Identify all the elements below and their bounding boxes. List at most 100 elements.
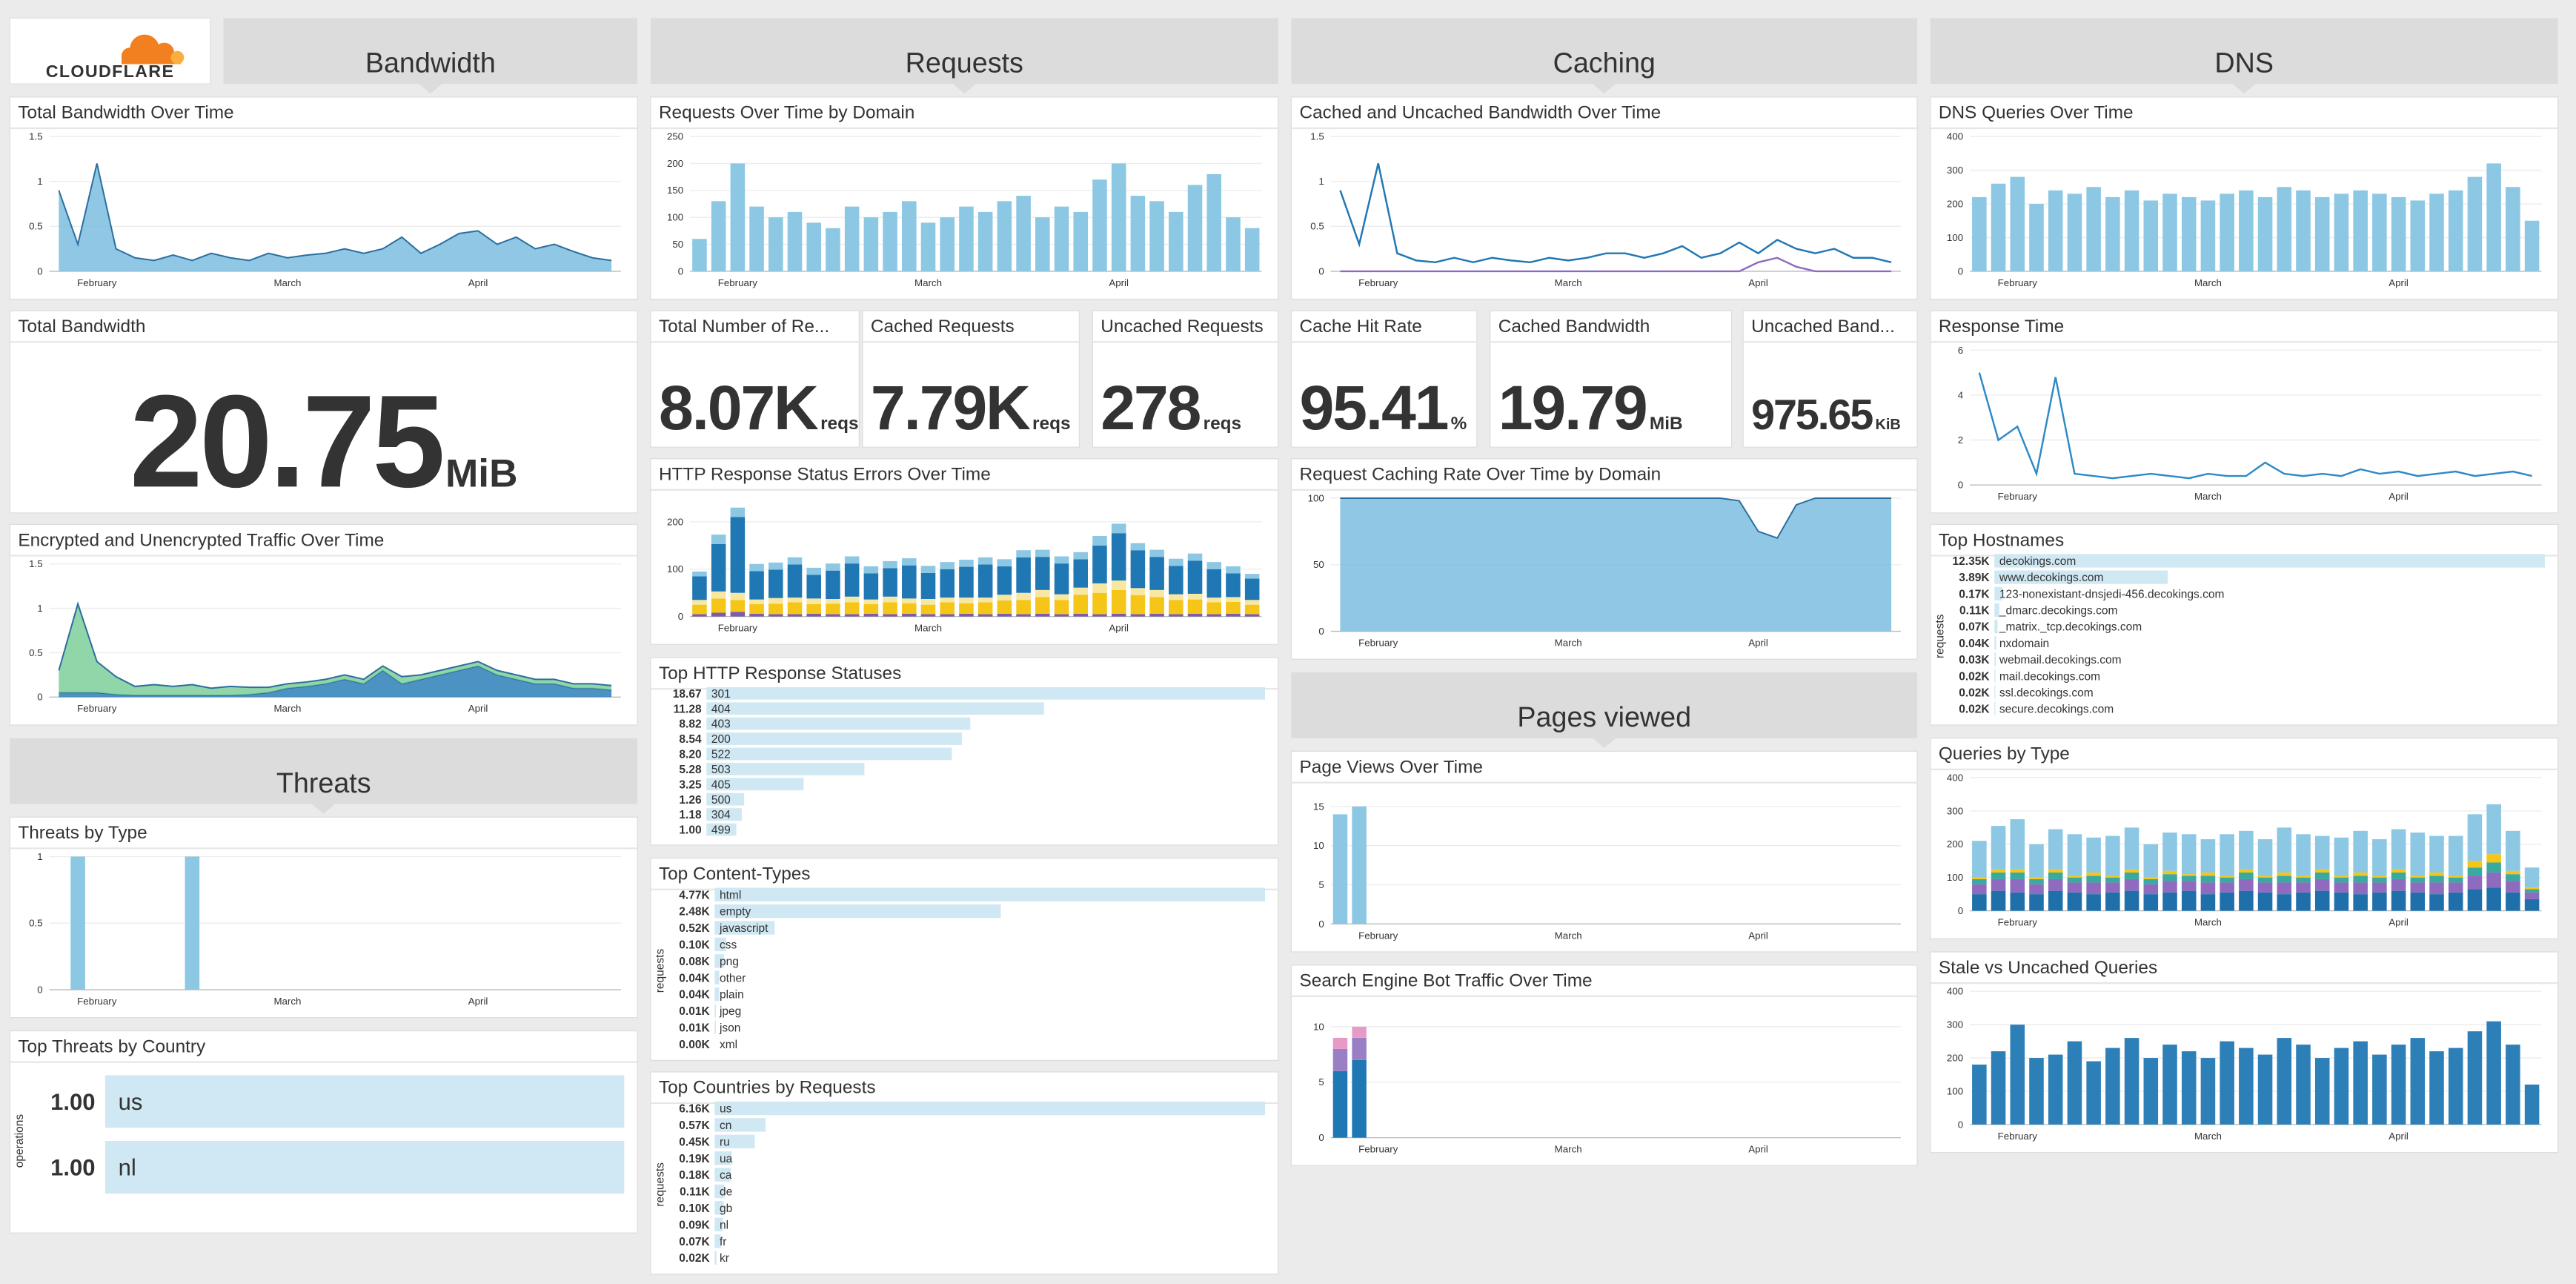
y-tick-label: 5	[1318, 1076, 1324, 1088]
bar	[2010, 869, 2025, 873]
widget-title: Top HTTP Response Statuses	[659, 663, 901, 684]
bar	[1130, 543, 1146, 551]
bar	[2048, 829, 2063, 870]
bar	[844, 614, 860, 617]
bar	[2448, 877, 2463, 883]
bar	[1054, 594, 1069, 600]
category-label: us	[720, 1103, 732, 1116]
bar	[2105, 196, 2120, 271]
widget-title: Search Engine Bot Traffic Over Time	[1300, 971, 1593, 991]
bar	[2143, 1058, 2159, 1125]
bar	[902, 603, 917, 614]
bar	[2220, 834, 2234, 876]
category-label: www.decokings.com	[1999, 572, 2104, 584]
stat-unit: KiB	[1876, 417, 1901, 433]
widget-title: Page Views Over Time	[1300, 757, 1483, 777]
bar	[1130, 595, 1146, 615]
bar	[1994, 620, 1998, 634]
x-tick-label: March	[273, 703, 301, 714]
bar	[749, 604, 764, 614]
bar	[997, 559, 1012, 566]
category-label: 405	[711, 778, 731, 791]
x-tick-label: April	[468, 703, 488, 714]
bar	[769, 598, 783, 604]
bar	[2314, 878, 2330, 891]
bar	[1206, 598, 1222, 603]
bar	[711, 543, 726, 592]
section-pointer	[312, 804, 336, 814]
bar	[1111, 580, 1126, 590]
widget-title: Requests Over Time by Domain	[659, 103, 914, 123]
bar	[2448, 882, 2463, 893]
bar	[104, 1141, 625, 1194]
bar	[883, 602, 897, 615]
bar	[1016, 550, 1031, 557]
bar	[2486, 1021, 2501, 1125]
value-label: 0.17K	[1959, 588, 1990, 600]
bar	[2143, 200, 2159, 271]
bar	[714, 1184, 725, 1199]
bar	[2410, 200, 2426, 271]
bar	[1226, 566, 1241, 574]
bar	[2467, 861, 2483, 868]
bar	[1187, 613, 1203, 617]
y-tick-label: 300	[1947, 1019, 1963, 1030]
x-tick-label: March	[2194, 491, 2222, 502]
bar	[2124, 190, 2140, 271]
bar	[844, 596, 860, 603]
category-label: png	[720, 956, 739, 968]
bar	[883, 568, 897, 597]
bar	[2257, 892, 2273, 911]
bar	[1073, 595, 1089, 614]
category-label: xml	[720, 1039, 737, 1051]
category-label: fr	[720, 1236, 726, 1248]
y-tick-label: 100	[667, 212, 683, 223]
bar	[1054, 614, 1069, 617]
bar	[2314, 1058, 2330, 1125]
section-title: Requests	[906, 47, 1023, 79]
bar	[863, 599, 879, 605]
line	[1340, 257, 1892, 273]
bar	[2448, 190, 2463, 271]
bar	[2010, 892, 2025, 911]
bar	[2429, 835, 2444, 873]
line	[1978, 372, 2532, 480]
bar	[70, 856, 85, 990]
stat-value: 20.75	[130, 367, 442, 514]
bar	[1226, 613, 1241, 617]
bar	[2105, 892, 2120, 911]
value-label: 0.00K	[679, 1039, 710, 1051]
x-tick-label: March	[1555, 638, 1582, 649]
bar	[883, 211, 897, 271]
bar	[977, 211, 993, 271]
bar	[2391, 1045, 2406, 1125]
bar	[1169, 566, 1184, 595]
bar	[769, 217, 783, 271]
bar	[714, 1168, 731, 1182]
bar	[806, 222, 821, 271]
bar	[1226, 217, 1241, 271]
bar	[2353, 882, 2368, 895]
bar	[2524, 220, 2540, 271]
stat-value: 19.79	[1498, 373, 1647, 443]
bar	[2220, 876, 2234, 878]
bar	[997, 201, 1012, 271]
bar	[920, 598, 936, 605]
y-tick-label: 100	[1947, 232, 1963, 243]
bar	[714, 970, 720, 984]
y-tick-label: 10	[1313, 840, 1324, 851]
bar	[2524, 1084, 2540, 1125]
bar	[714, 1201, 724, 1215]
value-label: 0.11K	[680, 1186, 710, 1199]
bar	[2314, 872, 2330, 879]
value-label: 12.35K	[1953, 555, 1991, 568]
widget-title: DNS Queries Over Time	[1939, 103, 2134, 123]
y-axis-label: requests	[654, 949, 667, 993]
bar	[806, 604, 821, 614]
stat: 8.07K reqs	[659, 373, 859, 443]
bar	[706, 778, 804, 791]
bar	[959, 598, 974, 603]
bar	[2296, 892, 2311, 911]
bar	[2200, 872, 2216, 876]
bar	[1169, 211, 1184, 271]
